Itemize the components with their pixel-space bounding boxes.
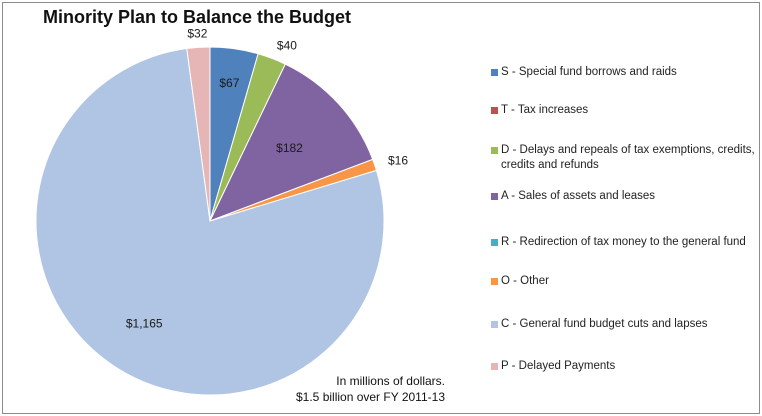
legend-label-s: S - Special fund borrows and raids	[501, 66, 677, 78]
data-label-d: $40	[277, 38, 297, 52]
legend-swatch-o	[491, 278, 498, 285]
legend-item-r: R - Redirection of tax money to the gene…	[491, 235, 759, 250]
chart-note-total: $1.5 billion over FY 2011-13	[296, 390, 445, 404]
pie-chart: $67 $40 $182 $16 $1,165 $32	[35, 26, 408, 396]
legend-item-a: A - Sales of assets and leases	[491, 189, 759, 204]
legend-swatch-d	[491, 147, 498, 154]
legend-label-a: A - Sales of assets and leases	[501, 190, 656, 202]
legend-label-d: D - Delays and repeals of tax exemptions…	[501, 144, 755, 171]
data-label-a: $182	[276, 141, 303, 155]
legend-label-r: R - Redirection of tax money to the gene…	[501, 236, 746, 248]
chart-note-units: In millions of dollars.	[336, 374, 445, 388]
data-label-o: $16	[388, 153, 408, 167]
pie-slice-p	[186, 46, 211, 222]
data-label-c: $1,165	[126, 317, 163, 331]
pie-slice-a	[209, 63, 374, 222]
legend-swatch-s	[491, 69, 498, 76]
data-label-p: $32	[187, 26, 207, 40]
legend-item-c: C - General fund budget cuts and lapses	[491, 317, 759, 332]
legend-label-p: P - Delayed Payments	[501, 360, 616, 372]
legend-label-c: C - General fund budget cuts and lapses	[501, 318, 708, 330]
chart-title: Minority Plan to Balance the Budget	[43, 7, 352, 27]
legend-swatch-a	[491, 193, 498, 200]
legend-item-p: P - Delayed Payments	[491, 359, 759, 374]
legend-label-t: T - Tax increases	[501, 104, 589, 116]
legend-item-d: D - Delays and repeals of tax exemptions…	[491, 143, 759, 173]
legend-item-s: S - Special fund borrows and raids	[491, 65, 759, 80]
pie-slice-c	[35, 47, 385, 396]
chart-note: In millions of dollars. $1.5 billion ove…	[253, 373, 445, 405]
legend-swatch-r	[491, 239, 498, 246]
data-label-s: $67	[219, 76, 239, 90]
legend-item-t: T - Tax increases	[491, 103, 759, 118]
legend-swatch-c	[491, 321, 498, 328]
legend-label-o: O - Other	[501, 275, 549, 287]
legend-item-o: O - Other	[491, 274, 759, 289]
legend-swatch-t	[491, 107, 498, 114]
legend-swatch-p	[491, 363, 498, 370]
